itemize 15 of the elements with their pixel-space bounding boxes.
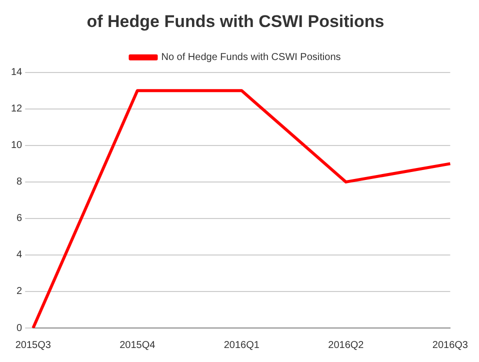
legend-label: No of Hedge Funds with CSWI Positions <box>161 52 341 64</box>
x-tick-label: 2016Q2 <box>328 340 364 351</box>
x-tick-label: 2015Q4 <box>120 340 156 351</box>
y-tick-label: 12 <box>11 104 23 115</box>
x-tick-label: 2015Q3 <box>15 340 52 351</box>
x-tick-label: 2016Q1 <box>224 340 260 351</box>
y-tick-label: 6 <box>16 213 23 224</box>
y-tick-label: 14 <box>11 67 23 78</box>
y-tick-label: 0 <box>16 322 23 334</box>
chart-title: of Hedge Funds with CSWI Positions <box>86 12 384 31</box>
y-tick-label: 8 <box>16 176 23 188</box>
y-tick-label: 4 <box>16 250 23 261</box>
x-tick-label: 2016Q3 <box>432 340 468 351</box>
y-tick-label: 10 <box>11 140 23 152</box>
y-tick-label: 2 <box>16 286 23 298</box>
